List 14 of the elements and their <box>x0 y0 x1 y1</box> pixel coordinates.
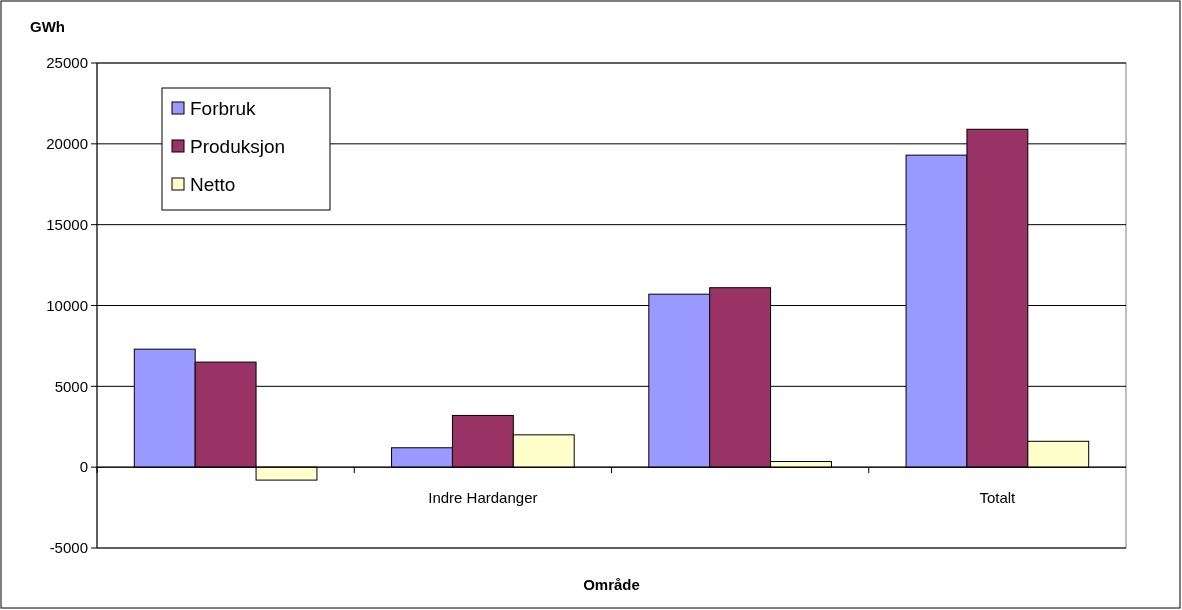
x-tick-label: Totalt <box>979 489 1017 507</box>
x-axis-title: Område <box>583 576 640 593</box>
y-tick-label: 5000 <box>54 377 88 395</box>
y-tick-label: 0 <box>79 458 88 476</box>
y-tick-label: 15000 <box>46 215 88 233</box>
y-tick-label: -5000 <box>49 539 88 557</box>
y-tick-label: 25000 <box>46 54 88 72</box>
y-tick-label: 10000 <box>46 296 88 314</box>
x-tick-label: Indre Hardanger <box>428 489 538 507</box>
legend-label: Netto <box>190 173 236 195</box>
y-tick-label: 20000 <box>46 135 88 153</box>
legend-label: Produksjon <box>190 135 286 157</box>
legend-label: Forbruk <box>190 97 256 119</box>
y-axis-title: GWh <box>30 18 65 35</box>
